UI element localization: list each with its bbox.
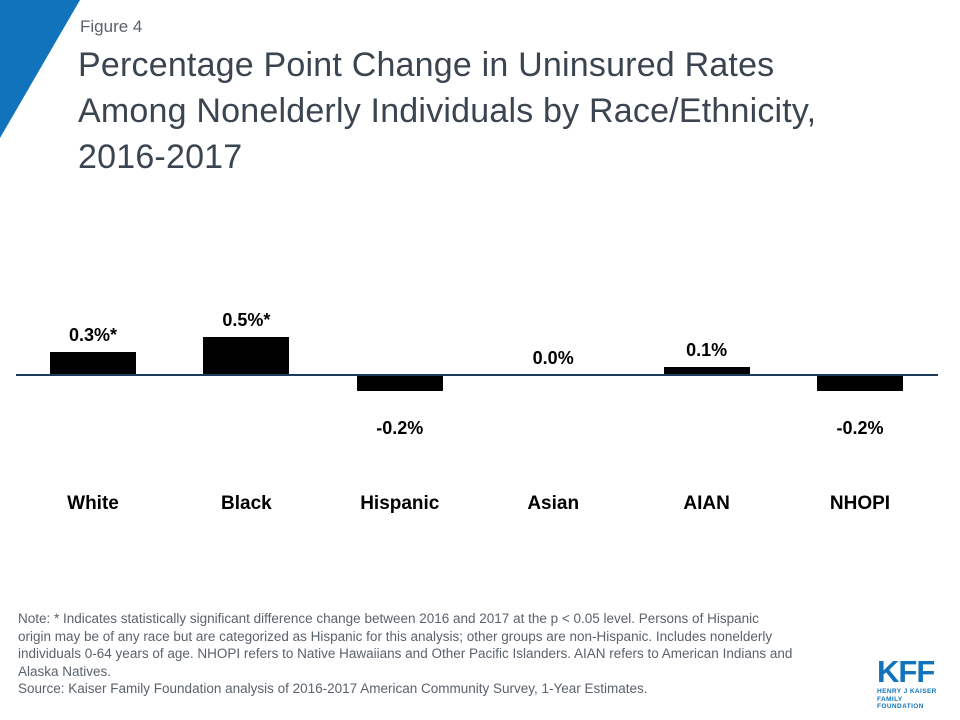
note-line-4: Alaska Natives. [18,663,112,679]
x-axis-line [16,374,938,376]
bar-nhopi [817,376,903,391]
bar-white [50,352,136,374]
footnote: Note: * Indicates statistically signific… [18,610,873,698]
note-line-3: individuals 0-64 years of age. NHOPI ref… [18,646,793,662]
value-label-asian: 0.0% [532,348,574,368]
figure-label: Figure 4 [80,17,143,36]
category-label-nhopi: NHOPI [829,493,891,514]
value-label-hispanic: -0.2% [376,418,424,438]
slide-title: Percentage Point Change in Uninsured Rat… [78,42,938,180]
bar-hispanic [356,376,443,391]
category-label-hispanic: Hispanic [360,493,440,514]
bar-aian [663,367,750,374]
category-label-white: White [67,493,119,514]
value-label-aian: 0.1% [686,340,728,360]
kff-logo: KFF HENRY J KAISER FAMILY FOUNDATION [877,656,949,711]
value-label-nhopi: -0.2% [836,418,884,438]
slide-title-line-1: Percentage Point Change in Uninsured Rat… [78,46,775,84]
kff-logo-tagline-line-1: HENRY J KAISER [877,688,937,695]
bar-black [203,337,290,374]
source-line: Source: Kaiser Family Foundation analysi… [18,681,648,697]
kff-logo-text: KFF [877,654,935,689]
category-label-asian: Asian [527,493,580,514]
note-line-2: origin may be of any race but are catego… [18,628,773,644]
kff-logo-tagline-line-2: FAMILY FOUNDATION [877,695,924,711]
slide-title-line-2: Among Nonelderly Individuals by Race/Eth… [78,92,817,130]
kff-logo-tagline: HENRY J KAISER FAMILY FOUNDATION [877,688,949,711]
value-label-white: 0.3%* [68,325,118,345]
category-label-aian: AIAN [683,493,730,514]
value-label-black: 0.5%* [222,310,271,330]
slide-title-line-3: 2016-2017 [78,138,243,176]
category-label-black: Black [221,493,272,514]
note-line-1: Note: * Indicates statistically signific… [18,611,759,626]
